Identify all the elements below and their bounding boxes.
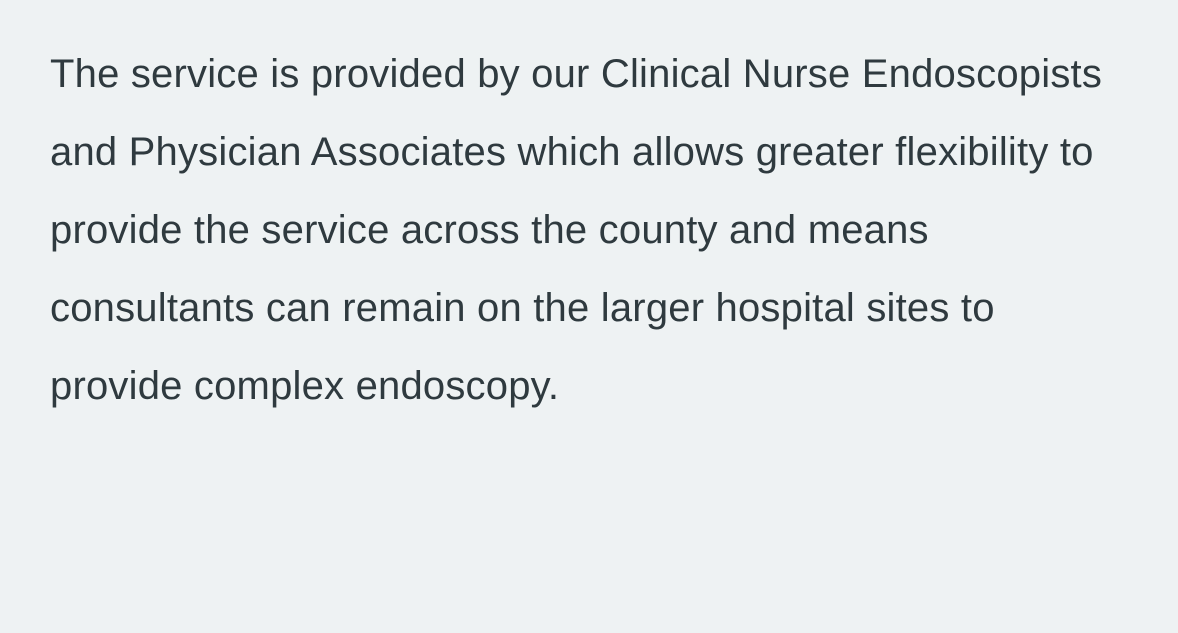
body-paragraph: The service is provided by our Clinical … [50, 35, 1123, 425]
